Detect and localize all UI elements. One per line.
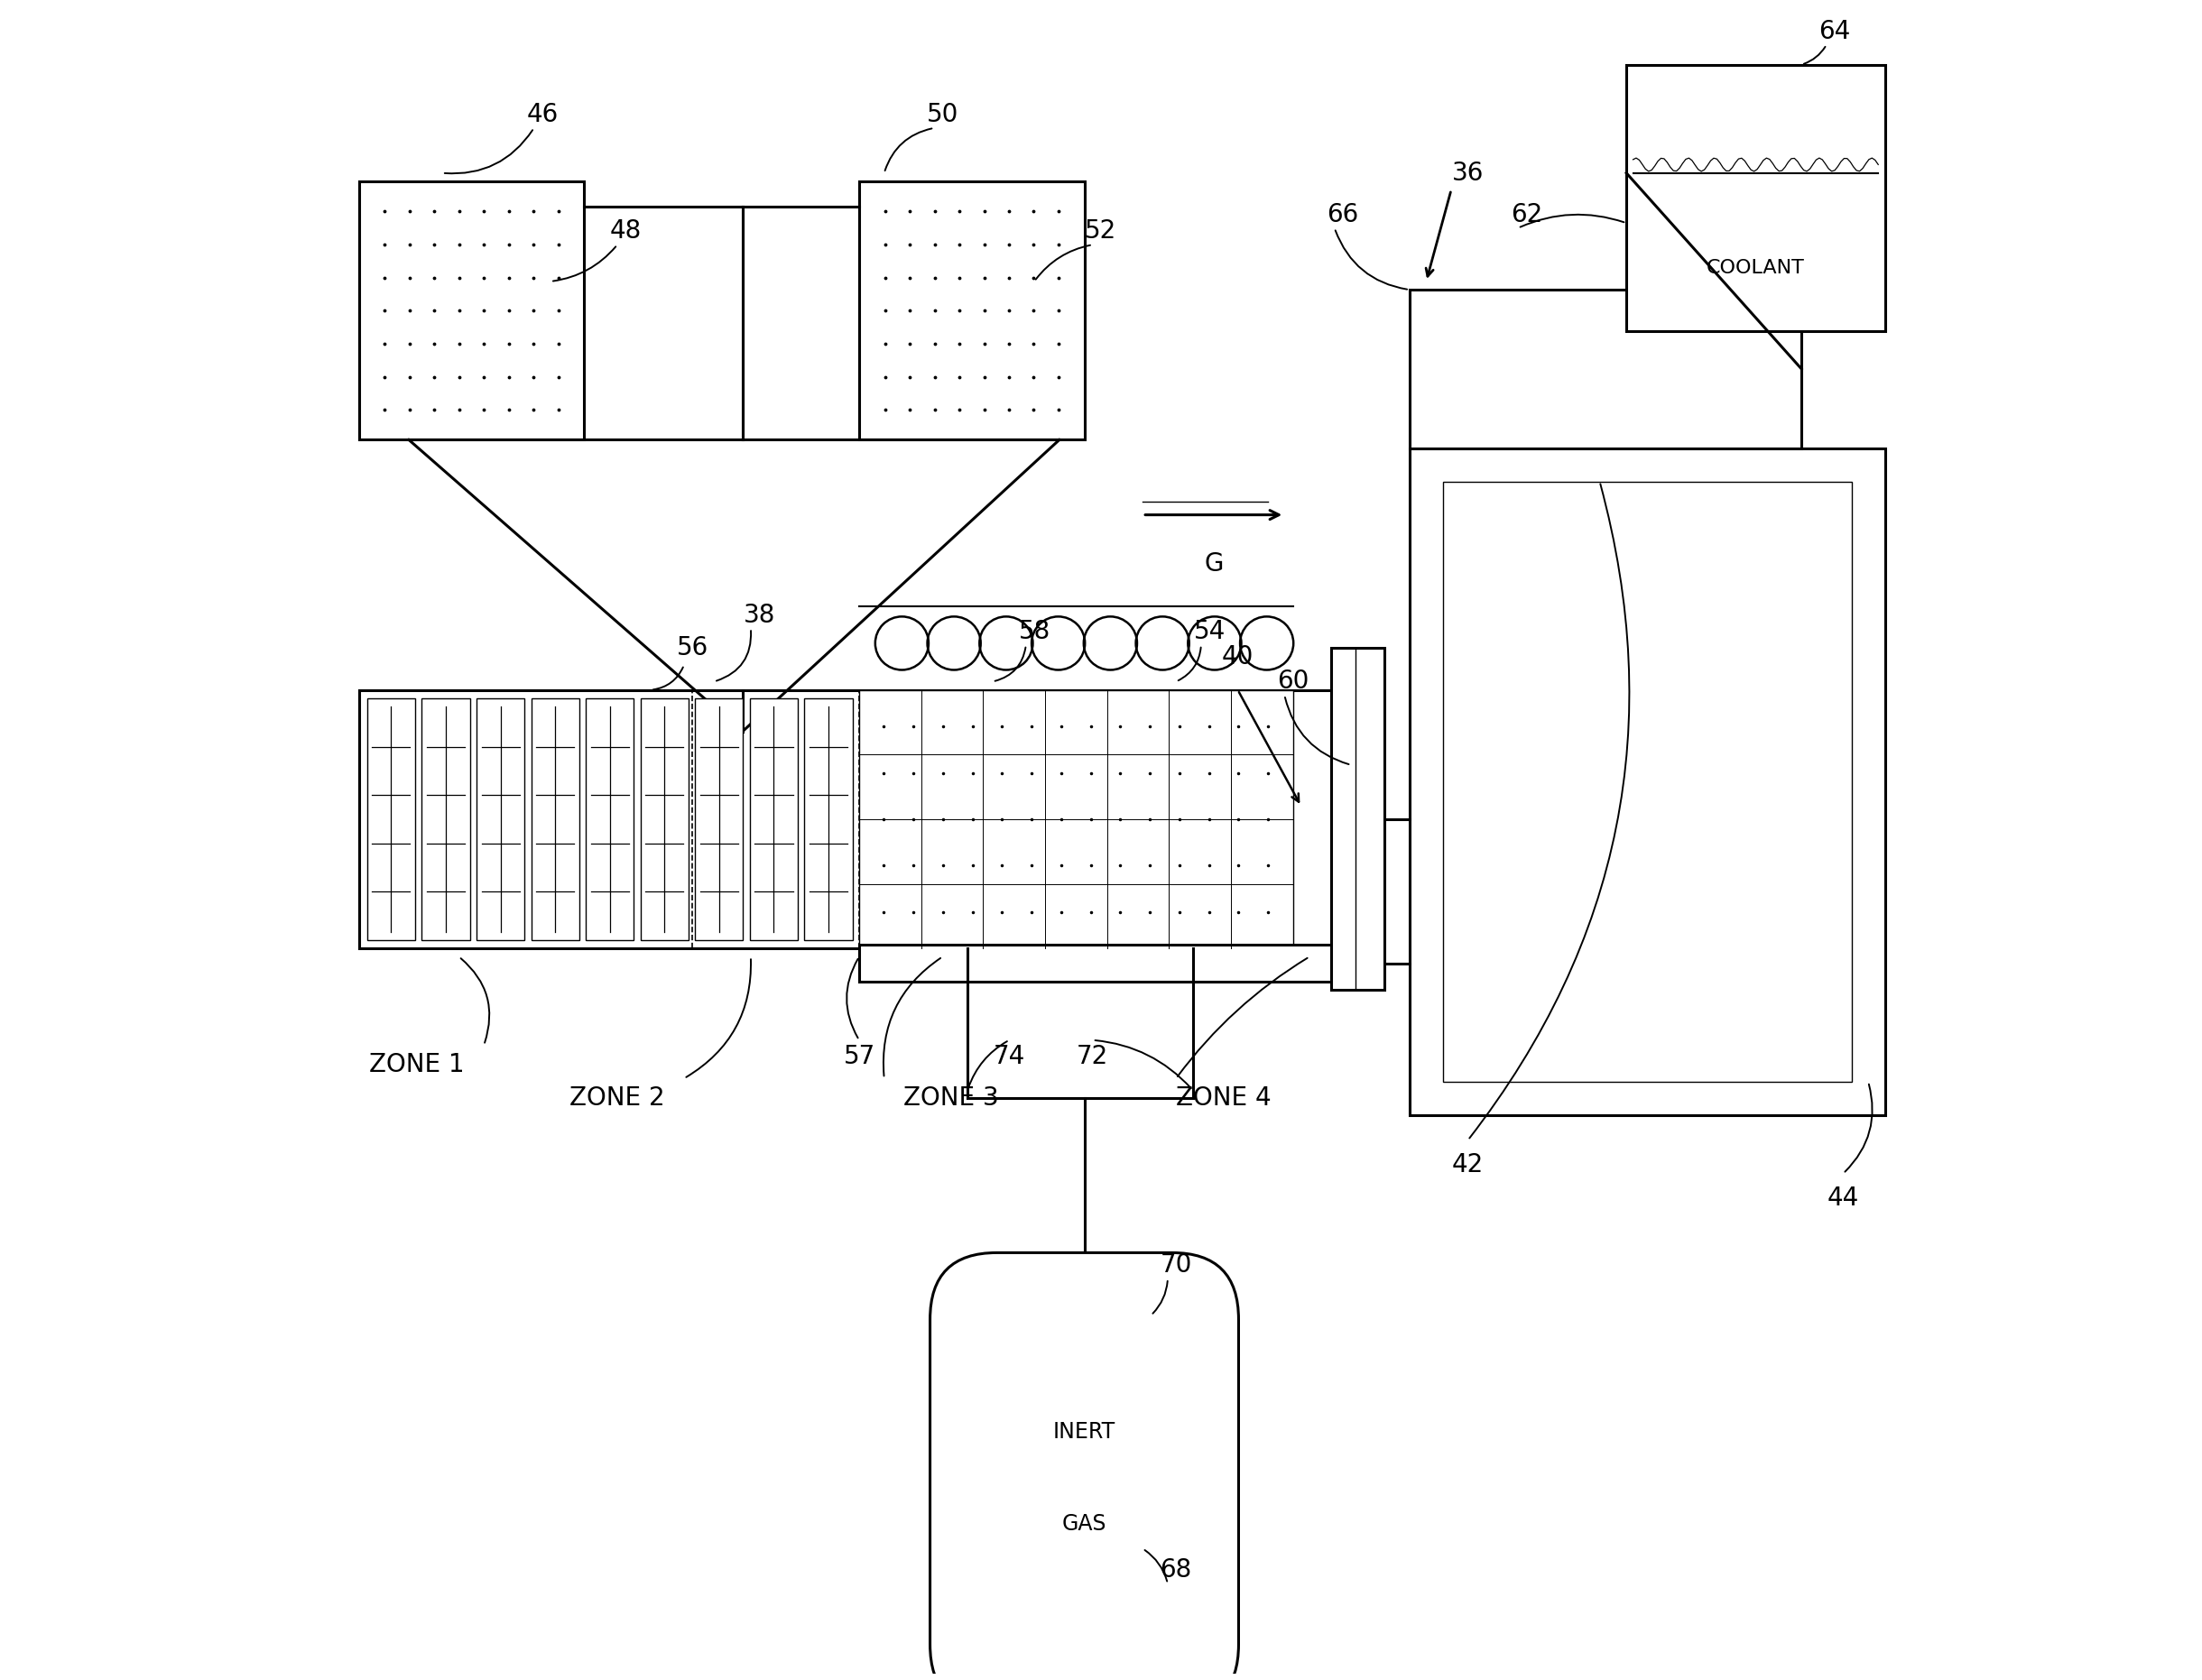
Text: 57: 57 [843, 1045, 874, 1070]
Text: 36: 36 [1451, 160, 1484, 186]
Bar [531, 699, 579, 941]
Text: 42: 42 [1451, 1152, 1484, 1178]
Bar [1409, 289, 1801, 449]
Text: 68: 68 [1160, 1557, 1191, 1583]
Text: COOLANT: COOLANT [1707, 259, 1806, 277]
Text: 40: 40 [1222, 643, 1253, 669]
Text: 60: 60 [1277, 669, 1308, 694]
Bar [859, 690, 1293, 949]
Text: 70: 70 [1160, 1253, 1191, 1278]
Text: 48: 48 [610, 218, 641, 244]
Text: 62: 62 [1511, 202, 1541, 227]
Bar [696, 699, 742, 941]
Bar [1332, 648, 1385, 990]
Text: 58: 58 [1017, 618, 1050, 643]
Text: 50: 50 [927, 102, 958, 128]
Text: 46: 46 [526, 102, 557, 128]
Bar [586, 699, 634, 941]
Bar [423, 699, 469, 941]
Bar [751, 699, 797, 941]
Text: ZONE 4: ZONE 4 [1176, 1085, 1271, 1110]
Bar [859, 181, 1083, 440]
Bar [641, 699, 689, 941]
Text: G: G [1204, 551, 1224, 576]
Bar [359, 181, 584, 440]
Bar [804, 699, 852, 941]
Bar [368, 699, 416, 941]
Text: 66: 66 [1328, 202, 1359, 227]
Bar [476, 699, 524, 941]
Text: ZONE 1: ZONE 1 [370, 1052, 465, 1079]
Text: 64: 64 [1819, 18, 1850, 44]
Text: 38: 38 [742, 601, 775, 628]
Bar [1442, 482, 1852, 1082]
Text: 44: 44 [1828, 1186, 1858, 1211]
Bar [859, 946, 1359, 981]
Text: GAS: GAS [1061, 1512, 1108, 1534]
FancyBboxPatch shape [929, 1253, 1238, 1680]
Text: 52: 52 [1086, 218, 1116, 244]
Bar [359, 690, 1352, 949]
Bar [1627, 64, 1885, 331]
Text: 74: 74 [993, 1045, 1026, 1070]
Text: 72: 72 [1077, 1045, 1108, 1070]
Text: ZONE 2: ZONE 2 [570, 1085, 665, 1110]
Text: ZONE 3: ZONE 3 [903, 1085, 1000, 1110]
Text: 56: 56 [676, 635, 709, 660]
Text: 54: 54 [1193, 618, 1224, 643]
Text: INERT: INERT [1053, 1421, 1116, 1443]
Bar [1409, 449, 1885, 1116]
